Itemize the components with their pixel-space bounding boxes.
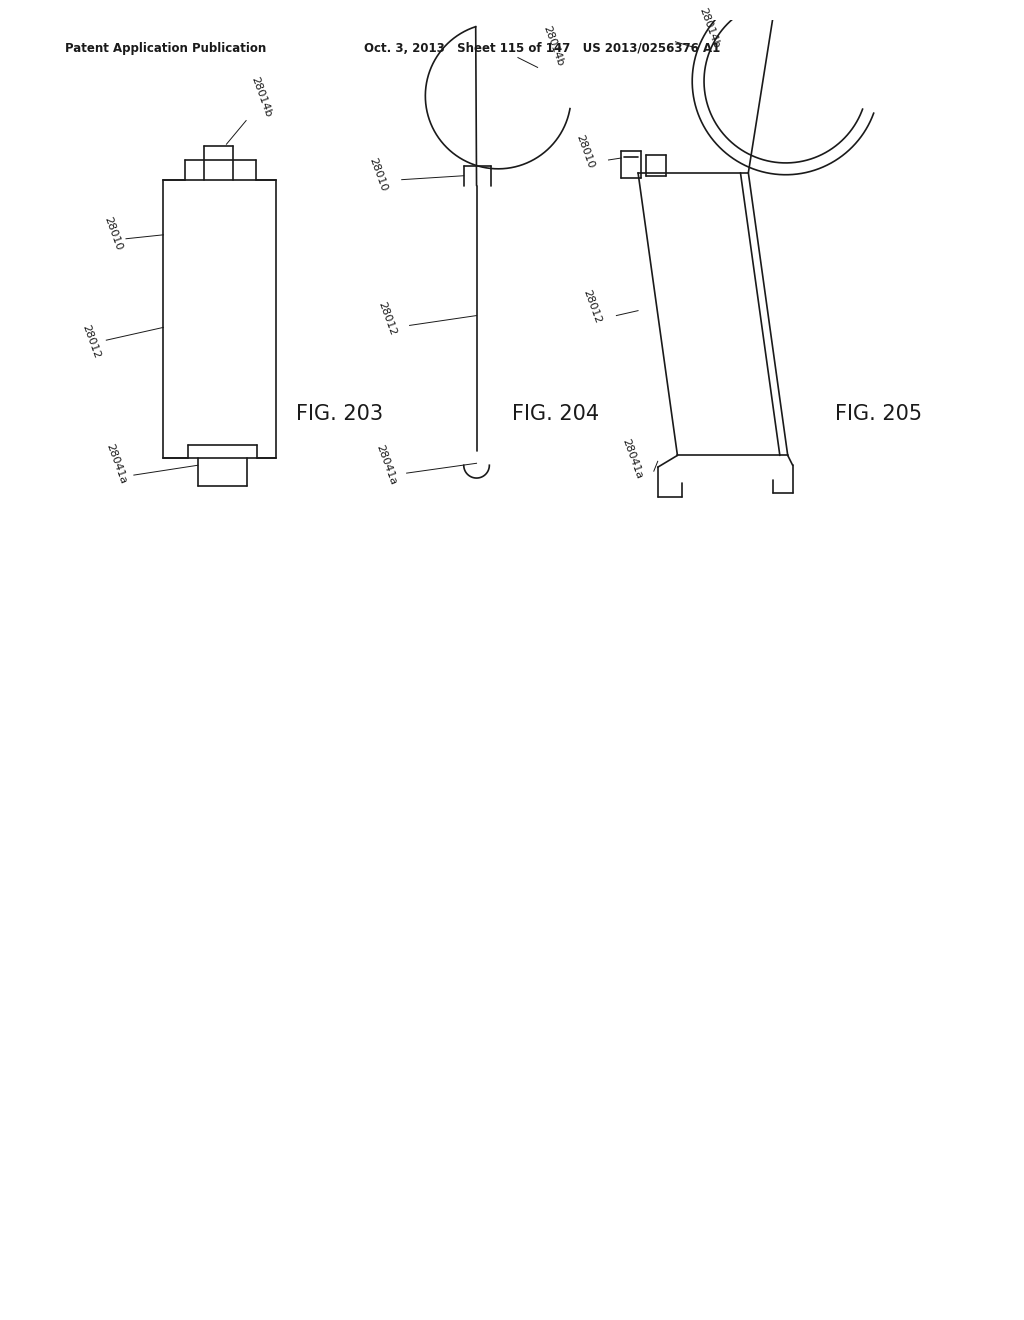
Text: 28041a: 28041a — [621, 437, 644, 480]
Text: FIG. 205: FIG. 205 — [835, 404, 923, 424]
Text: 28012: 28012 — [81, 323, 102, 360]
Text: Patent Application Publication: Patent Application Publication — [65, 42, 266, 55]
Text: 28014b: 28014b — [697, 7, 721, 50]
Text: 28010: 28010 — [102, 215, 124, 252]
Text: 28012: 28012 — [581, 289, 602, 326]
Text: 28041a: 28041a — [374, 442, 398, 486]
Text: Oct. 3, 2013   Sheet 115 of 147   US 2013/0256376 A1: Oct. 3, 2013 Sheet 115 of 147 US 2013/02… — [365, 42, 721, 55]
Text: 28014b: 28014b — [542, 24, 565, 67]
Text: FIG. 203: FIG. 203 — [296, 404, 383, 424]
Text: 28012: 28012 — [376, 301, 397, 337]
Text: 28010: 28010 — [368, 156, 389, 193]
Text: 28010: 28010 — [574, 133, 596, 170]
Text: FIG. 204: FIG. 204 — [512, 404, 599, 424]
Text: 28014b: 28014b — [249, 75, 273, 119]
Text: 28041a: 28041a — [104, 442, 128, 484]
